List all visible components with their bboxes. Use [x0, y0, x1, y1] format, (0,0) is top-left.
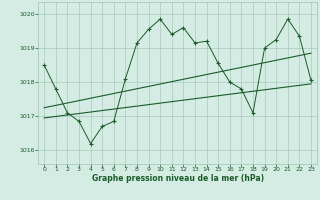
X-axis label: Graphe pression niveau de la mer (hPa): Graphe pression niveau de la mer (hPa)	[92, 174, 264, 183]
